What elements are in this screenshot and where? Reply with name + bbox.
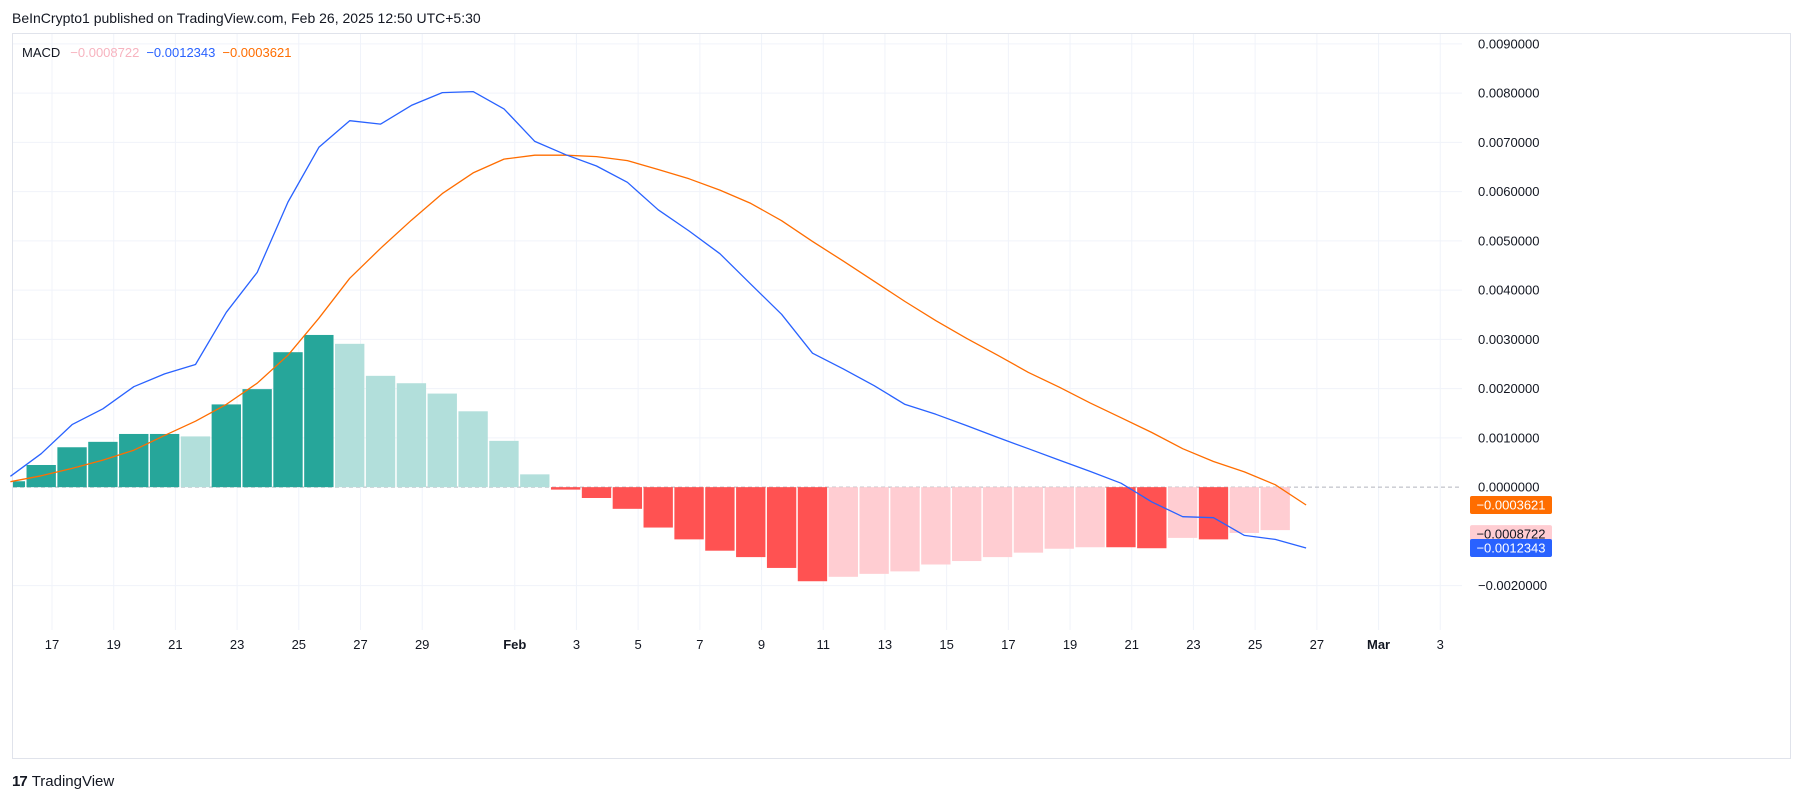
histogram-bar (273, 352, 303, 488)
x-tick-label: 21 (168, 637, 182, 652)
histogram-bar (766, 487, 797, 568)
lines (10, 90, 1307, 549)
x-tick-label: 3 (1437, 637, 1444, 652)
y-tick-label: 0.0060000 (1478, 184, 1539, 199)
histogram-bar (1044, 487, 1074, 549)
brand-name: TradingView (31, 773, 115, 790)
histogram-bar (57, 447, 87, 488)
price-label-box (1470, 495, 1552, 514)
histogram-bar (550, 487, 581, 490)
tradingview-logo-icon: 17 (12, 773, 28, 790)
histogram-bar (13, 481, 26, 488)
y-tick-label: −0.0020000 (1478, 578, 1547, 593)
histogram-bar (859, 487, 889, 574)
x-tick-label: 25 (1248, 637, 1262, 652)
price-label-text: −0.0008722 (1476, 527, 1545, 542)
time-axis: 17 19 21 23 25 27 29 Feb 3 5 7 9 11 13 15 17 19 21 23 25 27 M… (45, 637, 1444, 652)
histogram-bar (365, 375, 396, 488)
histogram-bar (458, 411, 488, 488)
histogram-bar (520, 474, 550, 488)
x-tick-label: 17 (1001, 637, 1015, 652)
y-tick-label: 0.0090000 (1478, 36, 1539, 51)
histogram-bar (149, 433, 180, 488)
price-label-box (1470, 525, 1552, 544)
y-tick-label: 0.0050000 (1478, 233, 1539, 248)
histogram-bar (489, 440, 519, 488)
price-labels: −0.0003621 −0.0008722−0.0012343 (1470, 495, 1552, 557)
x-tick-label: 27 (353, 637, 367, 652)
histogram-bar (1137, 487, 1167, 549)
x-tick-label: 9 (758, 637, 765, 652)
y-tick-label: 0.0020000 (1478, 381, 1539, 396)
histogram-bar (1013, 487, 1044, 553)
histogram-bar (119, 433, 149, 488)
histogram-bar (304, 334, 334, 488)
histogram-bar (643, 487, 673, 528)
histogram-bar (982, 487, 1013, 558)
y-tick-label: 0.0070000 (1478, 135, 1539, 150)
x-tick-label: 5 (635, 637, 642, 652)
chart-frame (12, 33, 1791, 759)
tradingview-brand[interactable]: 17 TradingView (12, 773, 114, 790)
x-tick-label: 19 (1063, 637, 1077, 652)
legend-signal-value: −0.0003621 (222, 45, 292, 60)
histogram (13, 334, 1290, 582)
price-axis: 0.0090000 0.0080000 0.0070000 0.0060000 0.00… (1478, 36, 1547, 593)
histogram-bar (1075, 487, 1105, 548)
histogram-bar (705, 487, 735, 551)
x-tick-label: 13 (878, 637, 892, 652)
y-tick-label: 0.0010000 (1478, 430, 1539, 445)
y-tick-label: 0.0030000 (1478, 332, 1539, 347)
legend-title: MACD (22, 45, 61, 60)
x-tick-label: Mar (1367, 637, 1390, 652)
histogram-bar (242, 389, 272, 488)
histogram-bar (736, 487, 766, 558)
indicator-legend[interactable]: MACD −0.0008722 −0.0012343 −0.0003621 (22, 45, 298, 60)
histogram-bar (674, 487, 704, 540)
x-tick-label: 25 (292, 637, 306, 652)
histogram-bar (1167, 487, 1198, 538)
histogram-bar (890, 487, 920, 572)
histogram-bar (427, 393, 457, 488)
x-tick-label: 7 (696, 637, 703, 652)
histogram-bar (211, 404, 241, 488)
x-tick-label: 17 (45, 637, 59, 652)
histogram-bar (1229, 487, 1260, 533)
histogram-bar (88, 441, 118, 488)
y-tick-label: 0.0000000 (1478, 480, 1539, 495)
price-label-text: −0.0012343 (1476, 540, 1545, 555)
x-tick-label: 11 (817, 637, 831, 652)
legend-macd-value: −0.0012343 (146, 45, 216, 60)
y-tick-label: 0.0080000 (1478, 86, 1539, 101)
histogram-bar (797, 487, 828, 582)
macd-line (10, 90, 1307, 549)
price-label-box (1470, 538, 1552, 557)
x-tick-label: 23 (230, 637, 244, 652)
x-tick-label: Feb (503, 637, 526, 652)
x-tick-label: 29 (415, 637, 429, 652)
histogram-bar (180, 436, 211, 488)
x-tick-label: 15 (939, 637, 953, 652)
signal-line (10, 154, 1307, 506)
histogram-bar (396, 383, 427, 488)
x-tick-label: 21 (1125, 637, 1139, 652)
legend-hist-value: −0.0008722 (70, 45, 140, 60)
histogram-bar (1106, 487, 1136, 548)
histogram-bar (952, 487, 982, 562)
histogram-bar (581, 487, 612, 498)
x-tick-label: 19 (106, 637, 120, 652)
publisher-caption: BeInCrypto1 published on TradingView.com… (12, 10, 481, 26)
histogram-bar (828, 487, 858, 577)
histogram-bar (1260, 487, 1290, 531)
histogram-bar (612, 487, 643, 509)
price-label-text: −0.0003621 (1476, 497, 1545, 512)
histogram-bar (335, 343, 365, 488)
x-tick-label: 3 (573, 637, 580, 652)
histogram-bar (921, 487, 951, 565)
y-tick-label: 0.0040000 (1478, 283, 1539, 298)
histogram-bar (1198, 487, 1229, 540)
x-tick-label: 23 (1186, 637, 1200, 652)
x-tick-label: 27 (1310, 637, 1324, 652)
